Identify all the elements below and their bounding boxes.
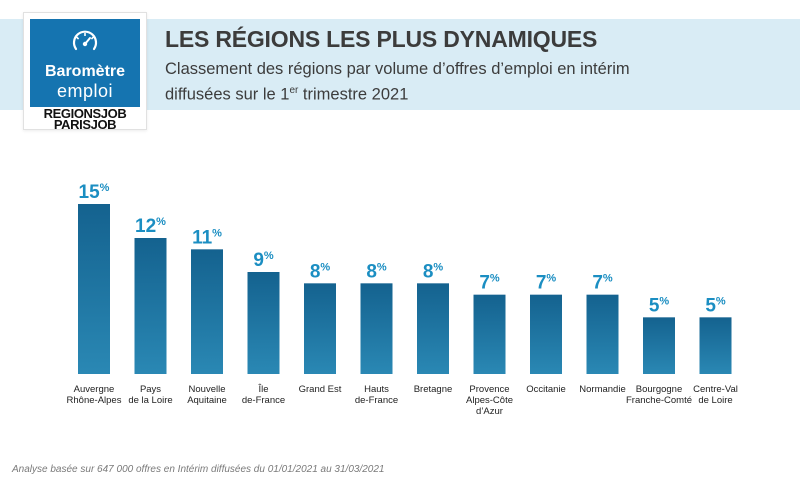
bar — [417, 283, 449, 374]
logo: Baromètre emploi REGIONSJOB PARISJOB — [23, 12, 147, 132]
logo-title: Baromètre — [44, 63, 126, 80]
page-subtitle: Classement des régions par volume d’offr… — [165, 59, 630, 106]
bar — [586, 294, 619, 374]
bar — [304, 283, 336, 374]
category-label: Pays de la Loire — [128, 384, 172, 406]
subtitle-line-2-end: trimestre 2021 — [298, 85, 409, 104]
bar-value-label: 5% — [649, 295, 670, 316]
bar — [530, 294, 562, 374]
category-label: Hauts de-France — [355, 384, 398, 406]
category-labels-layer: Auvergne Rhône-Alpes Pays de la Loire Nouvel… — [67, 384, 738, 417]
bar — [134, 238, 167, 374]
bar — [643, 317, 675, 374]
subtitle-line-1: Classement des régions par volume d’offr… — [165, 60, 630, 78]
logo-subtitle: emploi — [56, 81, 114, 101]
footnote: Analyse basée sur 647 000 offres en Inté… — [12, 464, 385, 475]
bars-layer — [78, 204, 732, 374]
category-label: Bourgogne Franche-Comté — [626, 384, 692, 406]
bar — [78, 204, 110, 374]
bar-value-label: 8% — [310, 261, 331, 282]
gauge-icon — [72, 30, 98, 51]
subtitle-line-2-start: diffusées sur le 1 — [165, 85, 290, 104]
bar — [473, 294, 506, 374]
bar — [699, 317, 732, 374]
bar-value-label: 8% — [366, 261, 387, 282]
bar-value-label: 5% — [705, 295, 726, 316]
bar — [191, 249, 223, 374]
page-title: LES RÉGIONS LES PLUS DYNAMIQUES — [165, 26, 598, 52]
category-label: Auvergne Rhône-Alpes — [67, 384, 122, 406]
bar — [247, 272, 280, 374]
category-label: Centre-Val de Loire — [693, 384, 738, 406]
logo-badge: Baromètre emploi — [30, 19, 140, 107]
category-label: Bretagne — [414, 384, 453, 395]
subtitle-line-2: diffusées sur le 1er trimestre 2021 — [165, 80, 630, 106]
category-label: Normandie — [579, 384, 625, 395]
subtitle-superscript: er — [289, 85, 299, 96]
bar-value-label: 7% — [592, 273, 613, 294]
bar-value-label: 12% — [135, 216, 166, 237]
category-label: Île de-France — [242, 384, 285, 406]
bar-value-label: 15% — [79, 182, 110, 203]
category-label: Occitanie — [526, 384, 566, 395]
logo-brand-parisjob: PARISJOB — [53, 117, 117, 132]
value-labels-layer: 15% 12% 11% 9% 8% 8% 8% 7% 7% 7% 5% 5% — [79, 182, 726, 316]
category-label: Nouvelle Aquitaine — [187, 384, 227, 406]
bar-value-label: 9% — [253, 250, 274, 271]
category-label: Provence Alpes-Côte d’Azur — [466, 384, 513, 417]
bar-value-label: 8% — [423, 261, 444, 282]
bar-value-label: 11% — [192, 227, 222, 248]
category-label: Grand Est — [299, 384, 342, 395]
bar-value-label: 7% — [536, 273, 557, 294]
logo-brand-regionsjob: REGIONSJOB — [43, 106, 127, 121]
bar — [360, 283, 393, 374]
bar-value-label: 7% — [479, 273, 500, 294]
